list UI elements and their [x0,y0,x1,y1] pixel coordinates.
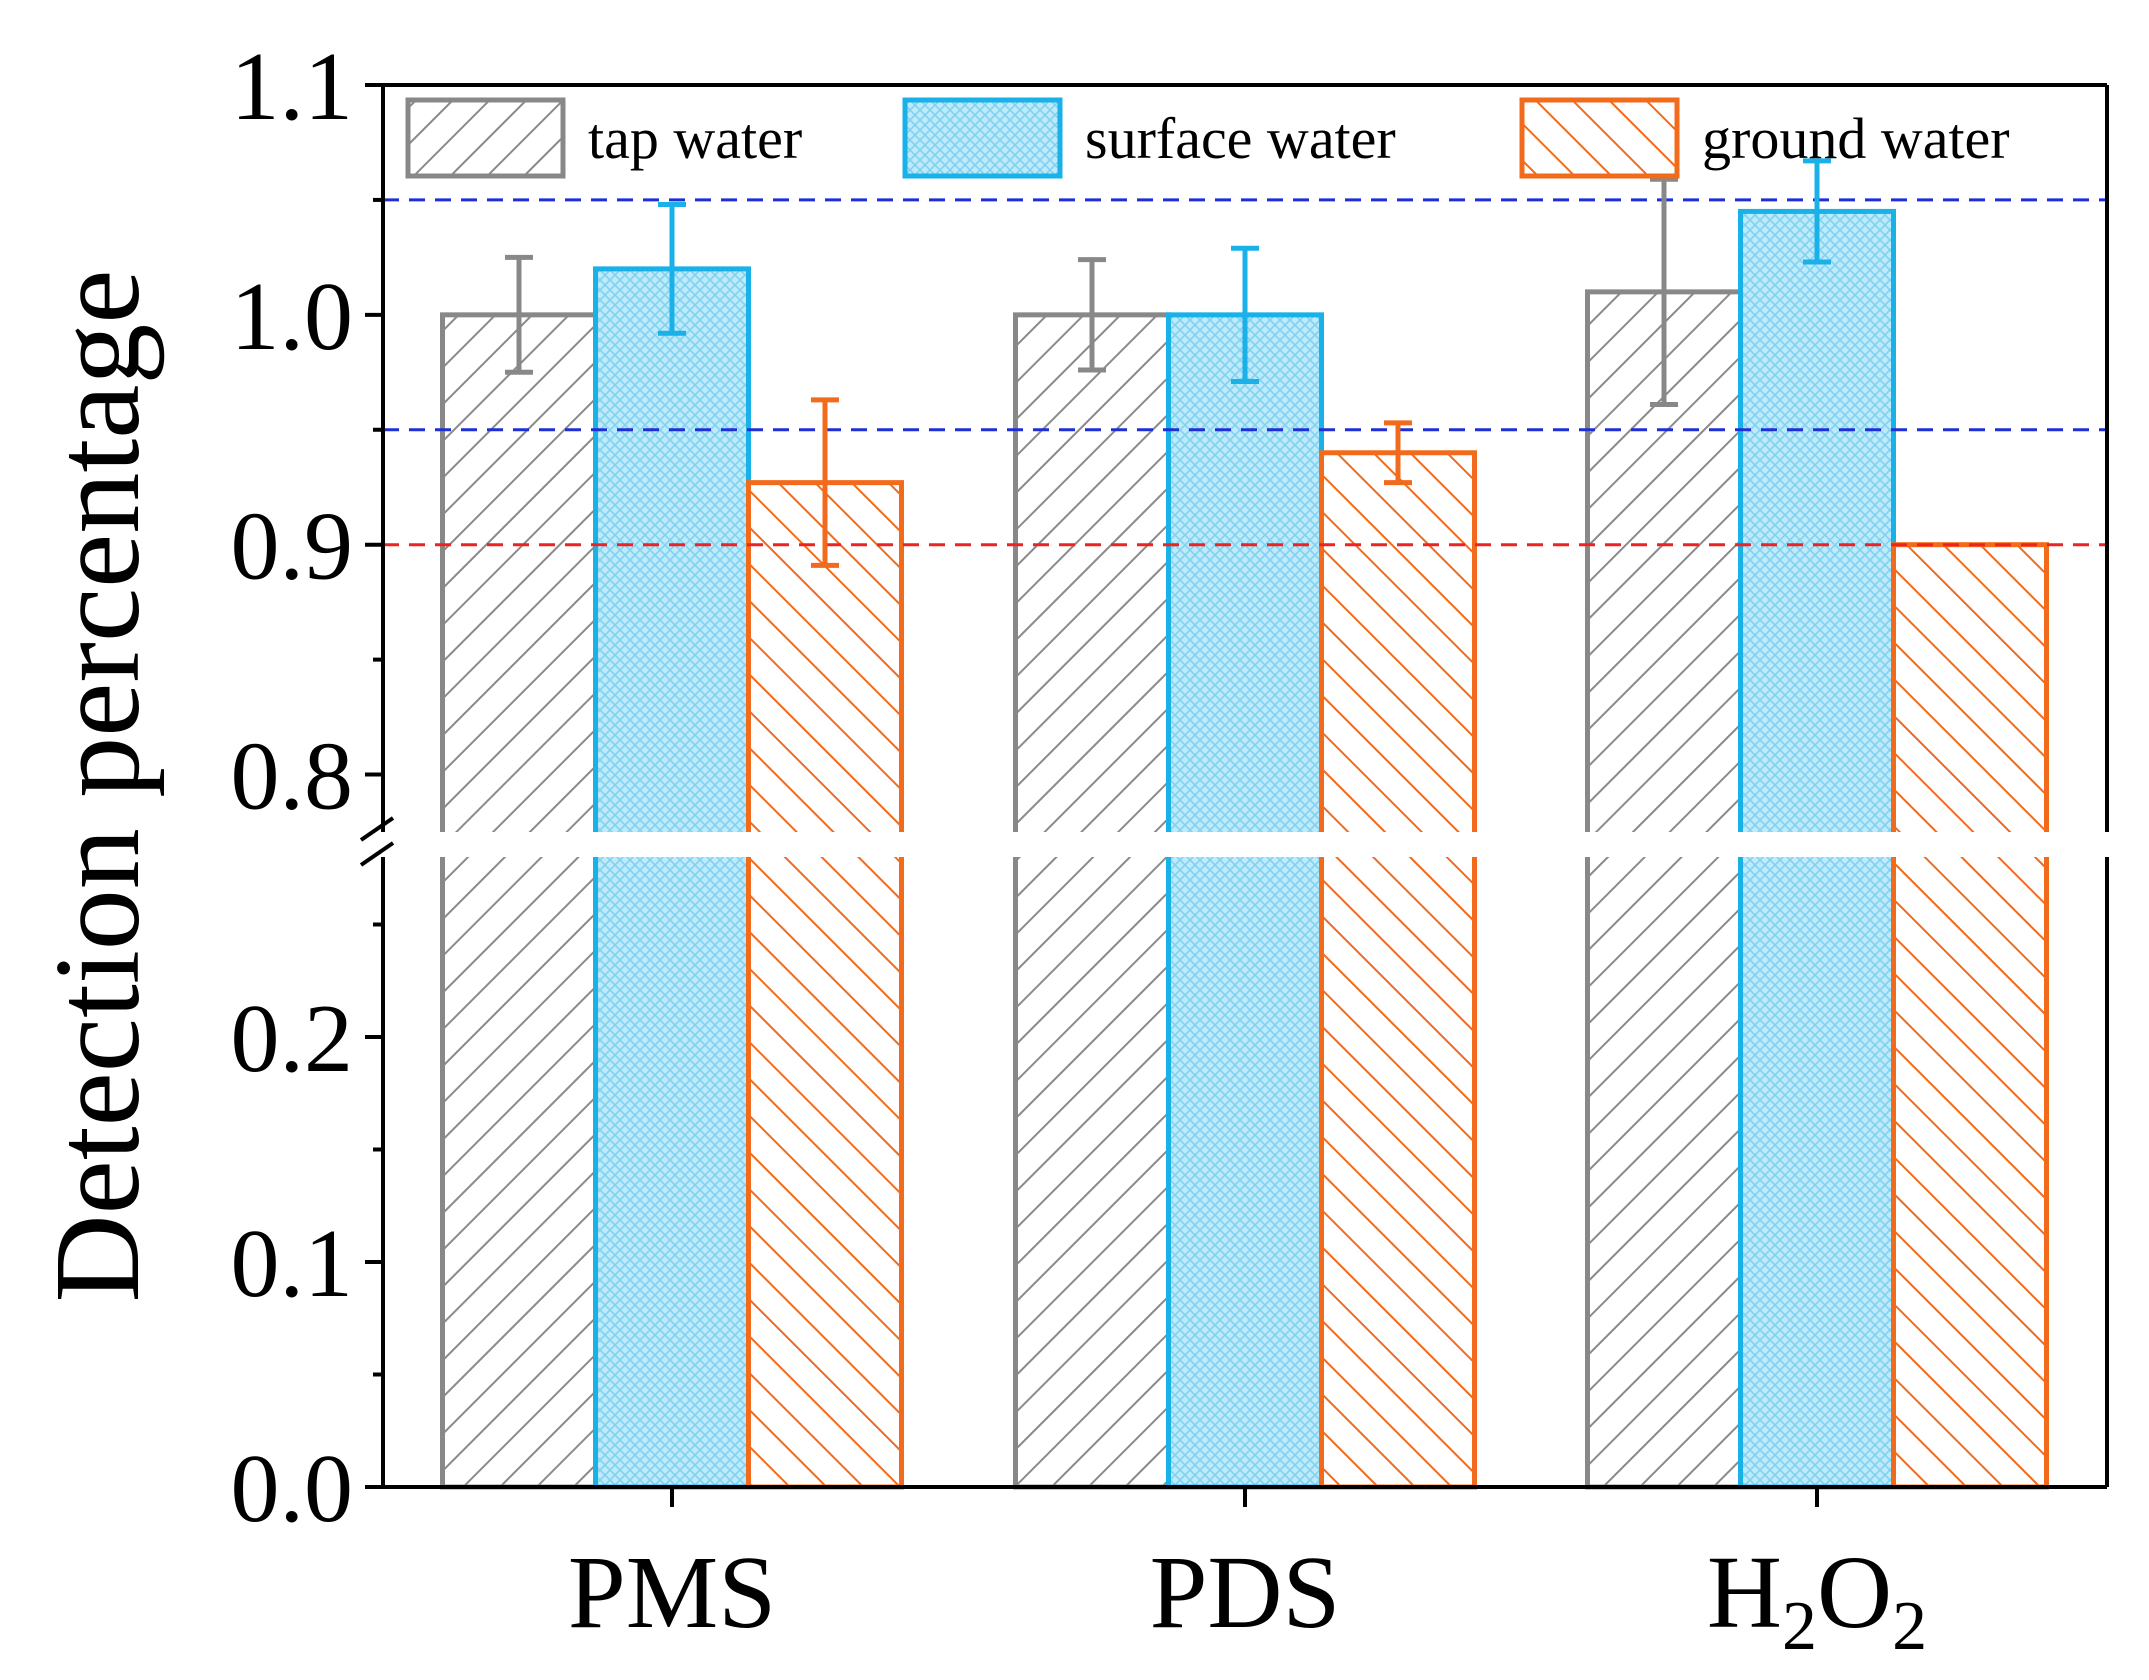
error-bar-surface-water-pms [658,202,686,336]
bar-tap-water-pms [440,312,598,1490]
x-category-label: PDS [1150,1535,1341,1650]
bar-ground-water-pds [1319,450,1477,1490]
error-bar-surface-water-pds [1231,245,1259,385]
bar-tap-water-pds [1013,312,1171,1490]
legend: tap water surface water ground water [405,97,2010,179]
axis-break-band [381,832,2109,857]
axis-break-mark-bottom [359,841,395,867]
y-tick-label: 1.1 [231,33,354,141]
label-text: PMS [568,1535,776,1650]
bar-ground-water-h2o2 [1891,542,2049,1490]
axis-break-mark-top [359,816,395,842]
legend-swatch [902,97,1063,179]
error-bar-ground-water-pms [811,397,839,568]
legend-swatch [1519,97,1680,179]
legend-label: ground water [1702,106,2010,171]
label-text: O [1817,1535,1892,1650]
bar-surface-water-pds [1166,312,1324,1490]
y-axis-label: Detection percentage [30,269,165,1302]
error-bar-ground-water-pds [1384,420,1412,486]
error-bar-tap-water-pds [1078,257,1106,373]
y-tick-label: 0.8 [231,723,354,831]
bar-tap-water-h2o2 [1585,289,1743,1490]
subscript: 2 [1782,1588,1817,1665]
legend-label: surface water [1085,106,1396,171]
y-tick-label: 0.1 [231,1210,354,1318]
bars-layer [381,208,2109,1490]
y-tick-label: 0.2 [231,985,354,1093]
bar-surface-water-pms [593,266,751,1490]
error-bars [505,158,1831,568]
y-tick-label: 0.9 [231,493,354,601]
error-bar-tap-water-pms [505,254,533,375]
error-bar-surface-water-h2o2 [1803,158,1831,265]
legend-swatch [405,97,566,179]
legend-item-ground-water: ground water [1519,97,2010,179]
bar-ground-water-pms [746,480,904,1490]
error-bar-tap-water-h2o2 [1650,176,1678,407]
label-text: H [1707,1535,1782,1650]
x-category-label: PMS [568,1535,776,1650]
legend-item-tap-water: tap water [405,97,802,179]
reference-lines [383,198,2107,547]
y-tick-label: 0.0 [231,1435,354,1543]
label-text: PDS [1150,1535,1341,1650]
subscript: 2 [1892,1588,1927,1665]
legend-item-surface-water: surface water [902,97,1396,179]
x-category-label: H2O2 [1707,1535,1927,1665]
legend-label: tap water [588,106,802,171]
y-tick-label: 1.0 [231,263,354,371]
